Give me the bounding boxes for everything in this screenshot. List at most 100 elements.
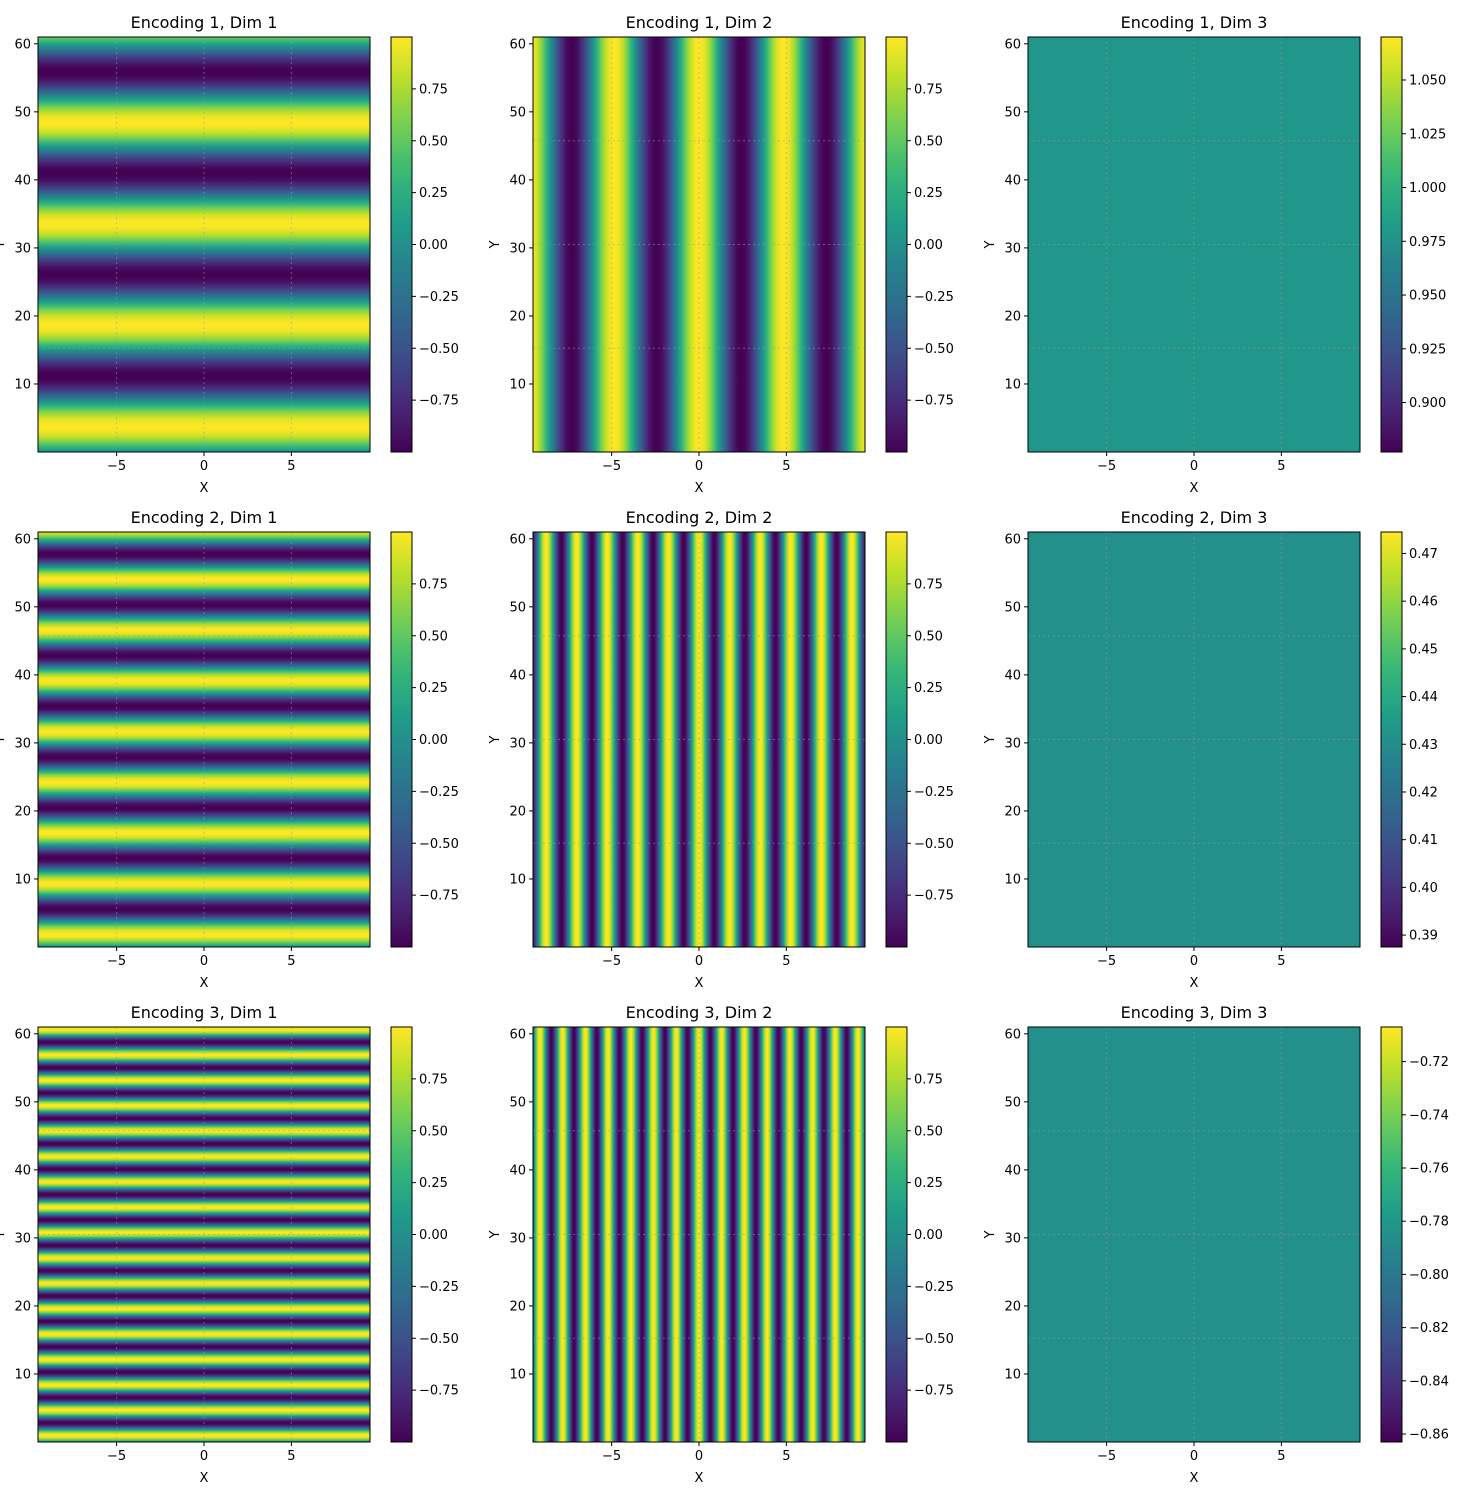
- x-tick-label: 0: [200, 1449, 208, 1464]
- chart-title: Encoding 2, Dim 1: [131, 508, 278, 527]
- colorbar-tick-label: −0.50: [914, 1332, 954, 1347]
- x-axis-label: X: [695, 976, 704, 991]
- y-tick-label: 10: [1004, 1367, 1021, 1382]
- x-tick-label: 5: [1277, 459, 1285, 474]
- colorbar-tick-label: 0.44: [1409, 690, 1438, 705]
- y-tick-label: 40: [14, 173, 31, 188]
- chart-title: Encoding 3, Dim 1: [131, 1003, 278, 1022]
- colorbar-tick-label: −0.25: [914, 290, 954, 305]
- colorbar-tick-label: −0.25: [914, 1280, 954, 1295]
- x-axis-label: X: [695, 1471, 704, 1486]
- y-tick-label: 50: [509, 600, 526, 615]
- colorbar-tick-label: 0.40: [1409, 881, 1438, 896]
- colorbar-tick-label: −0.80: [1409, 1268, 1449, 1283]
- y-tick-label: 30: [509, 736, 526, 751]
- y-tick-label: 20: [1004, 309, 1021, 324]
- x-tick-label: −5: [1097, 954, 1116, 969]
- chart-title: Encoding 1, Dim 2: [626, 13, 773, 32]
- colorbar-tick-label: −0.75: [914, 394, 954, 409]
- x-axis-label: X: [1190, 481, 1199, 496]
- colorbar-tick-label: 0.50: [914, 1124, 943, 1139]
- colorbar-tick-label: −0.82: [1409, 1321, 1449, 1336]
- colorbar-tick-label: −0.25: [419, 290, 459, 305]
- y-tick-label: 50: [509, 1095, 526, 1110]
- x-tick-label: 0: [1190, 1449, 1198, 1464]
- chart-title: Encoding 1, Dim 1: [131, 13, 278, 32]
- chart-title: Encoding 2, Dim 2: [626, 508, 773, 527]
- colorbar: [886, 37, 907, 452]
- y-tick-label: 10: [14, 1367, 31, 1382]
- colorbar-tick-label: −0.72: [1409, 1055, 1449, 1070]
- y-tick-label: 60: [14, 1027, 31, 1042]
- x-axis-label: X: [695, 481, 704, 496]
- y-tick-label: 50: [1004, 105, 1021, 120]
- heatmap-panel: −5 0 5 10 20 30 40 50 60 Encoding 2, Dim 1 X Y −0.75…: [0, 508, 459, 991]
- y-axis-label: Y: [983, 240, 998, 249]
- x-tick-label: 0: [1190, 954, 1198, 969]
- x-axis-label: X: [200, 976, 209, 991]
- x-tick-label: 5: [782, 1449, 790, 1464]
- colorbar-tick-label: 0.00: [419, 1228, 448, 1243]
- colorbar-tick-label: 0.75: [419, 82, 448, 97]
- colorbar: [1381, 532, 1402, 947]
- y-axis-label: Y: [488, 735, 503, 744]
- colorbar-tick-label: −0.25: [914, 785, 954, 800]
- colorbar-tick-label: 0.50: [419, 134, 448, 149]
- y-tick-label: 30: [509, 241, 526, 256]
- y-tick-label: 50: [14, 600, 31, 615]
- y-tick-label: 10: [509, 377, 526, 392]
- y-tick-label: 40: [14, 668, 31, 683]
- colorbar-tick-label: 0.47: [1409, 547, 1438, 562]
- x-axis-label: X: [200, 1471, 209, 1486]
- chart-title: Encoding 2, Dim 3: [1121, 508, 1268, 527]
- heatmap-panel: −5 0 5 10 20 30 40 50 60 Encoding 1, Dim 2 X Y −0.75…: [488, 13, 954, 496]
- y-tick-label: 40: [1004, 668, 1021, 683]
- colorbar-tick-label: −0.75: [914, 1384, 954, 1399]
- colorbar-tick-label: −0.75: [419, 889, 459, 904]
- colorbar-tick-label: 0.00: [914, 238, 943, 253]
- colorbar: [391, 37, 412, 452]
- y-tick-label: 40: [14, 1163, 31, 1178]
- colorbar-frame: [1380, 531, 1403, 948]
- y-tick-label: 40: [1004, 173, 1021, 188]
- colorbar-tick-label: −0.75: [914, 889, 954, 904]
- colorbar-tick-label: −0.75: [419, 394, 459, 409]
- colorbar: [886, 532, 907, 947]
- y-tick-label: 20: [1004, 1299, 1021, 1314]
- chart-title: Encoding 1, Dim 3: [1121, 13, 1268, 32]
- y-tick-label: 30: [14, 241, 31, 256]
- colorbar-tick-label: 0.42: [1409, 785, 1438, 800]
- y-tick-label: 40: [1004, 1163, 1021, 1178]
- heatmap-panel: −5 0 5 10 20 30 40 50 60 Encoding 3, Dim 3 X Y −0.86…: [983, 1003, 1449, 1486]
- y-tick-label: 10: [1004, 872, 1021, 887]
- colorbar-tick-label: 0.75: [914, 82, 943, 97]
- colorbar-tick-label: −0.50: [914, 837, 954, 852]
- colorbar-tick-label: −0.75: [419, 1384, 459, 1399]
- y-tick-label: 30: [1004, 1231, 1021, 1246]
- y-tick-label: 60: [14, 37, 31, 52]
- y-tick-label: 20: [14, 309, 31, 324]
- x-tick-label: 5: [287, 954, 295, 969]
- y-tick-label: 50: [14, 1095, 31, 1110]
- y-tick-label: 60: [1004, 37, 1021, 52]
- heatmap-panel: −5 0 5 10 20 30 40 50 60 Encoding 1, Dim 3 X Y 0.900…: [983, 13, 1446, 496]
- colorbar-tick-label: −0.78: [1409, 1215, 1449, 1230]
- colorbar-tick-label: 0.25: [914, 681, 943, 696]
- colorbar-tick-label: 0.975: [1409, 235, 1446, 250]
- x-tick-label: −5: [107, 954, 126, 969]
- y-tick-label: 10: [1004, 377, 1021, 392]
- colorbar-tick-label: −0.50: [914, 342, 954, 357]
- colorbar-tick-label: −0.86: [1409, 1428, 1449, 1443]
- chart-title: Encoding 3, Dim 3: [1121, 1003, 1268, 1022]
- colorbar-tick-label: 1.025: [1409, 127, 1446, 142]
- y-tick-label: 20: [509, 309, 526, 324]
- y-tick-label: 20: [509, 1299, 526, 1314]
- x-axis-label: X: [200, 481, 209, 496]
- y-tick-label: 20: [509, 804, 526, 819]
- chart-title: Encoding 3, Dim 2: [626, 1003, 773, 1022]
- x-tick-label: 0: [695, 954, 703, 969]
- colorbar-tick-label: 0.25: [419, 681, 448, 696]
- colorbar: [1381, 1027, 1402, 1442]
- y-tick-label: 30: [14, 736, 31, 751]
